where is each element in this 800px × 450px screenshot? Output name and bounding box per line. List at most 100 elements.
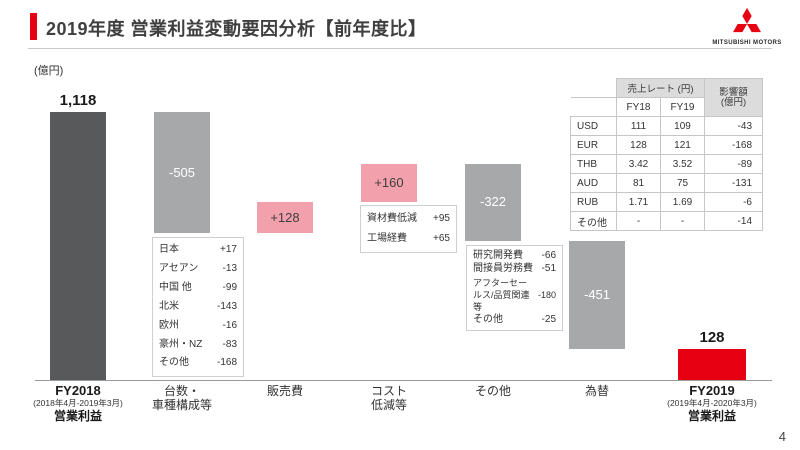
detail-label: 研究開発費 [473, 249, 523, 261]
fx-fy18-rate: 111 [616, 116, 661, 136]
fx-fy19-rate: 1.69 [660, 192, 705, 212]
bar-selling-expense [257, 202, 313, 233]
fx-header-impact-line2: (億円) [720, 96, 747, 108]
axis-label-line: 営業利益 [687, 409, 736, 423]
detail-row: アフターセールス/品質関連等 -180 [473, 277, 556, 313]
detail-value: +17 [220, 244, 237, 256]
value-fy2019: 128 [699, 329, 725, 346]
detail-row: 中国 他 -99 [159, 282, 237, 294]
detail-row: アセアン -13 [159, 263, 237, 275]
cost-detail-box: 資材費低減 +95 工場経費 +65 [360, 205, 457, 253]
detail-value: -51 [541, 263, 556, 275]
detail-row: 資材費低減 +95 [367, 213, 450, 225]
logo-brand-text: MITSUBISHI MOTORS [712, 40, 782, 46]
value-selling-expense: +128 [270, 210, 300, 225]
fx-impact: -43 [704, 116, 763, 136]
fx-header-impact-line1: 影響額 [719, 86, 748, 98]
bar-forex [569, 241, 625, 349]
axis-label-cost-reduction: コスト 低減等 [341, 384, 437, 412]
bar-fy2018-operating-profit [50, 112, 106, 380]
detail-value: +65 [433, 233, 450, 244]
value-fy2018: 1,118 [59, 92, 97, 109]
detail-value: -143 [216, 300, 237, 312]
axis-label-period: (2019年4月-2020年3月) [667, 398, 757, 408]
fx-row-usd: USD 111 109 -43 [570, 116, 763, 136]
detail-label: 資材費低減 [367, 213, 417, 224]
detail-label: 北米 [159, 300, 179, 312]
fx-impact: -131 [704, 173, 763, 193]
fx-subheader-fy18: FY18 [616, 97, 661, 117]
axis-label-line: FY2019 [689, 383, 735, 398]
fx-impact: -14 [704, 211, 763, 231]
fx-header-row: 売上レート (円) 影響額 (億円) [570, 78, 763, 117]
fx-currency: THB [570, 154, 617, 174]
detail-label: 日本 [159, 244, 179, 256]
fx-currency: RUB [570, 192, 617, 212]
fx-fy18-rate: - [616, 211, 661, 231]
detail-row: 工場経費 +65 [367, 233, 450, 245]
axis-label-line: 販売費 [266, 384, 303, 398]
axis-label-line: コスト [370, 384, 407, 398]
axis-label-line: 低減等 [370, 398, 407, 412]
detail-value: -83 [222, 338, 237, 350]
axis-label-line: 営業利益 [53, 409, 102, 423]
fx-row-rub: RUB 1.71 1.69 -6 [570, 192, 763, 212]
fx-currency: EUR [570, 135, 617, 155]
detail-value: +95 [433, 213, 450, 224]
fx-impact: -89 [704, 154, 763, 174]
detail-label: アセアン [159, 263, 199, 275]
bar-cost-reduction [361, 164, 417, 202]
x-axis-line [35, 380, 772, 381]
others-detail-box: 研究開発費 -66 間接員労務費 -51 アフターセールス/品質関連等 -180 その… [466, 245, 563, 331]
detail-row: 日本 +17 [159, 244, 237, 256]
detail-label: 中国 他 [159, 282, 192, 294]
fx-fy19-rate: - [660, 211, 705, 231]
fx-impact: -168 [704, 135, 763, 155]
bar-others [465, 164, 521, 241]
detail-label: その他 [473, 314, 503, 326]
axis-label-period: (2018年4月-2019年3月) [33, 398, 123, 408]
detail-row: 北米 -143 [159, 301, 237, 313]
fx-fy19-rate: 109 [660, 116, 705, 136]
fx-header-impact: 影響額 (億円) [704, 78, 763, 117]
bar-fy2019-operating-profit [678, 349, 746, 380]
axis-label-fy2018: FY2018 (2018年4月-2019年3月) 営業利益 [28, 383, 128, 424]
fx-impact: -6 [704, 192, 763, 212]
detail-row: 欧州 -16 [159, 320, 237, 332]
fx-fy18-rate: 3.42 [616, 154, 661, 174]
axis-label-line: 台数・ [163, 384, 200, 398]
fx-currency: USD [570, 116, 617, 136]
value-others: -322 [479, 194, 507, 209]
header-divider [28, 48, 772, 49]
fx-fy19-rate: 75 [660, 173, 705, 193]
fx-currency: その他 [570, 211, 617, 231]
axis-label-line: FY2018 [55, 383, 101, 398]
detail-value: -66 [541, 249, 556, 261]
axis-label-selling-expense: 販売費 [237, 384, 333, 398]
title-accent-bar [30, 13, 37, 40]
axis-label-fy2019: FY2019 (2019年4月-2020年3月) 営業利益 [662, 383, 762, 424]
detail-value: -168 [216, 357, 237, 369]
value-forex: -451 [583, 287, 611, 302]
fx-blank-cell [570, 97, 617, 117]
bar-volume-mix [154, 112, 210, 233]
detail-label: 間接員労務費 [473, 263, 533, 275]
axis-label-line: 車種構成等 [151, 398, 212, 412]
detail-label: 欧州 [159, 319, 179, 331]
axis-label-volume-mix: 台数・ 車種構成等 [134, 384, 230, 412]
axis-label-forex: 為替 [549, 384, 645, 398]
mitsubishi-diamonds-icon [733, 7, 761, 33]
detail-row: その他 -168 [159, 357, 237, 369]
fx-subheader-fy19: FY19 [660, 97, 705, 117]
fx-row-eur: EUR 128 121 -168 [570, 135, 763, 155]
fx-fy19-rate: 121 [660, 135, 705, 155]
fx-fy19-rate: 3.52 [660, 154, 705, 174]
detail-value: -99 [222, 282, 237, 294]
page-title: 2019年度 営業利益変動要因分析【前年度比】 [46, 19, 427, 39]
fx-header-rate: 売上レート (円) [616, 78, 705, 98]
unit-label: (億円) [34, 65, 64, 77]
detail-row: 間接員労務費 -51 [473, 263, 556, 275]
detail-label: 工場経費 [367, 233, 407, 244]
fx-blank-cell [570, 78, 617, 98]
detail-value: -16 [222, 319, 237, 331]
